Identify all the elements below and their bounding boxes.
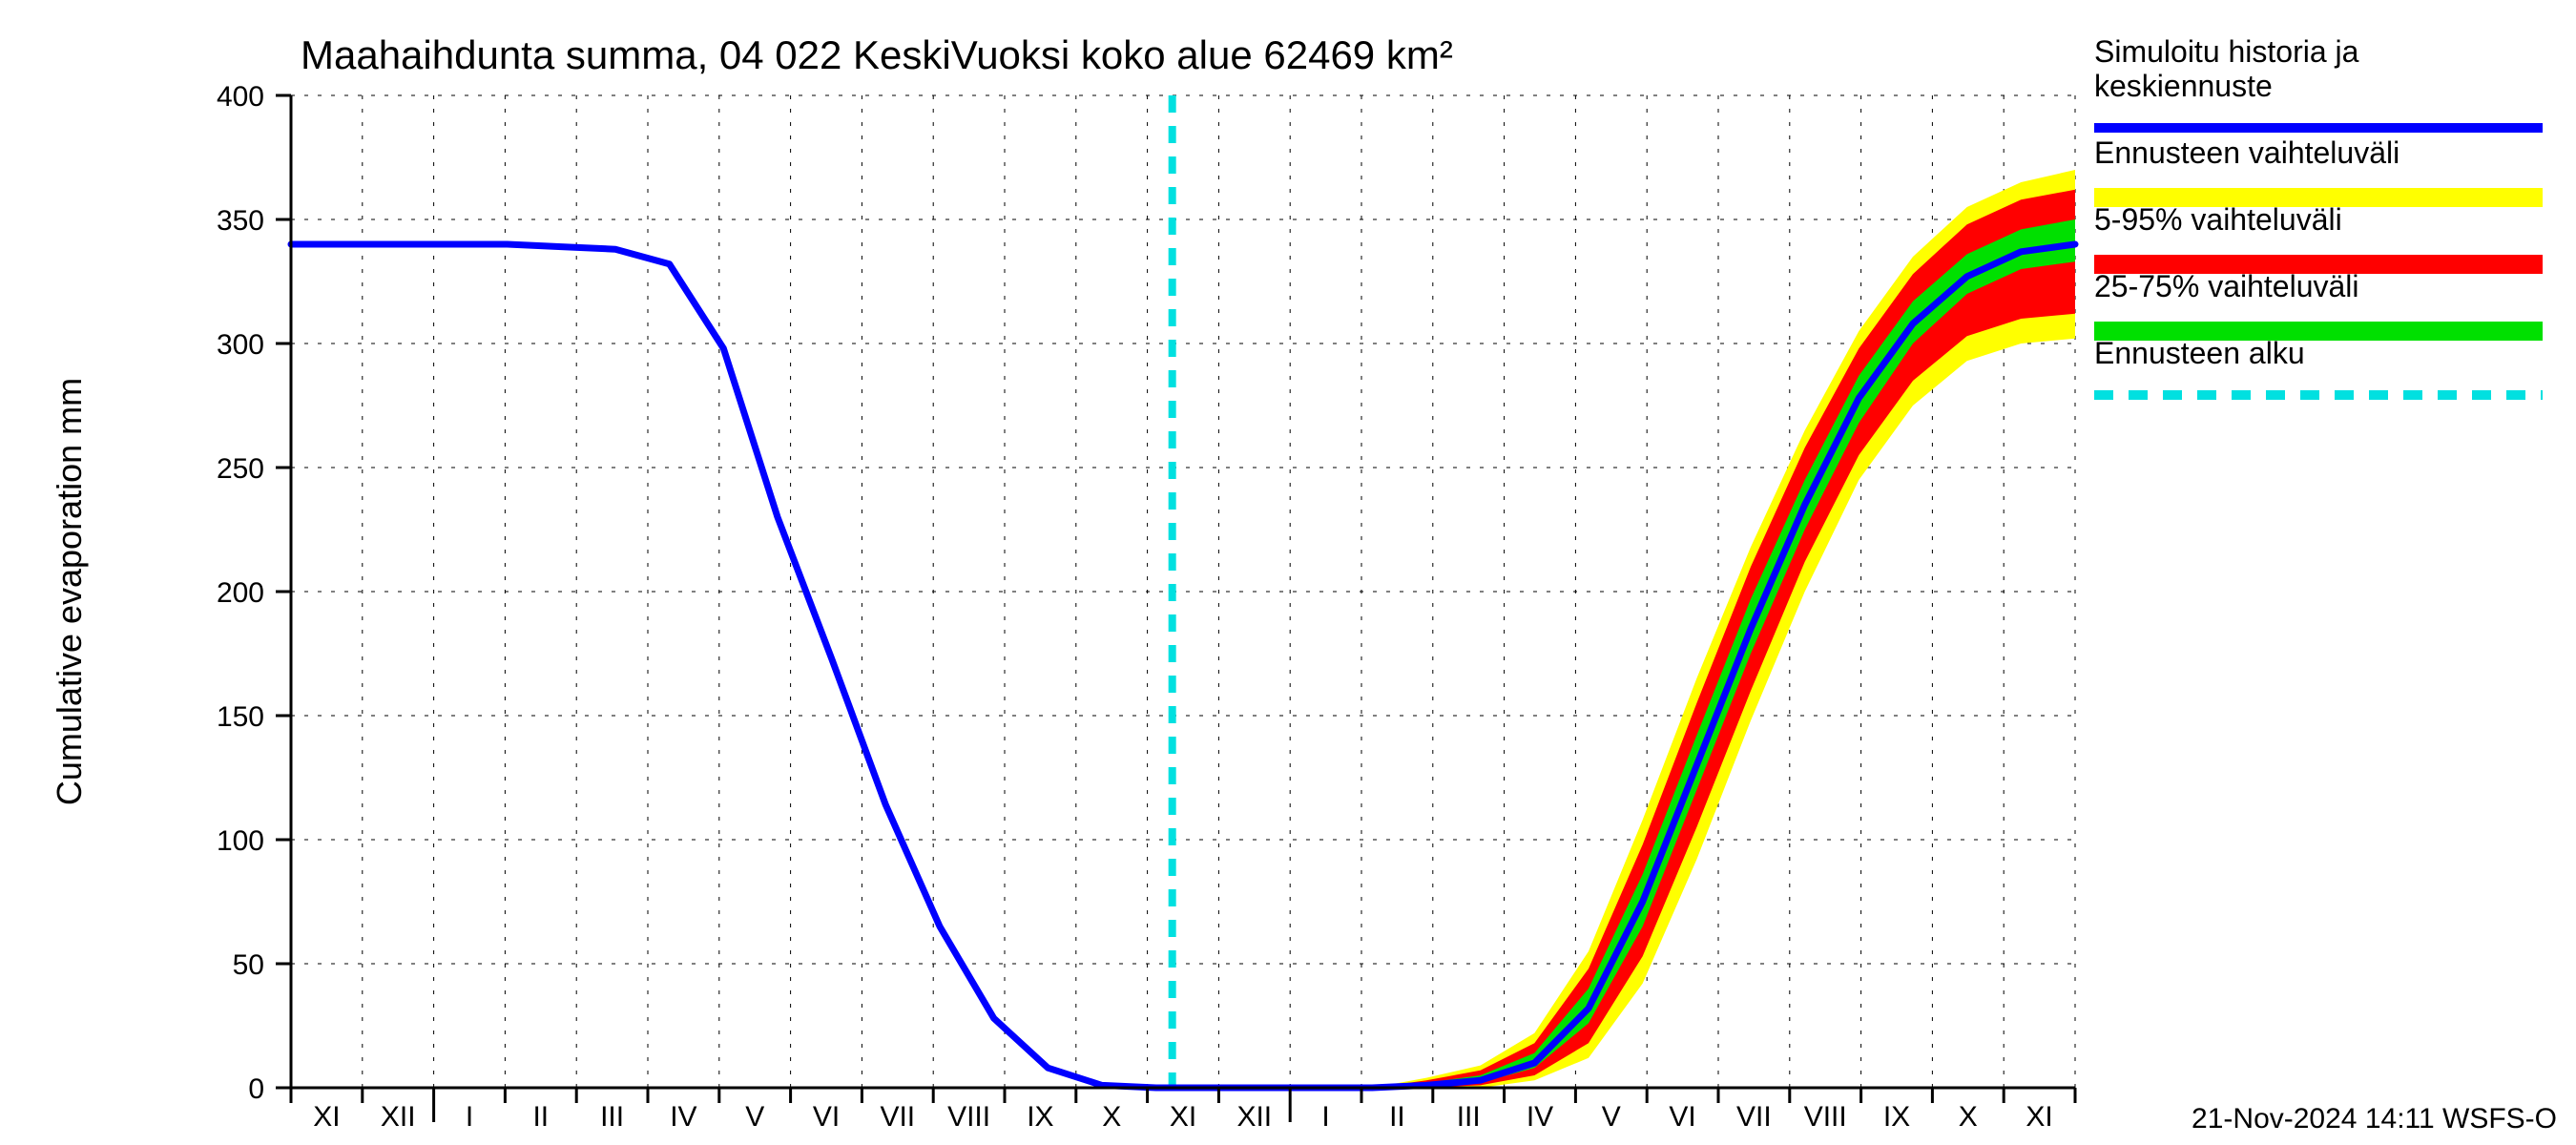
x-tick-label: I — [466, 1101, 473, 1133]
x-tick-label: VI — [813, 1101, 840, 1133]
y-axis-label: Cumulative evaporation mm — [50, 378, 89, 805]
chart-title: Maahaihdunta summa, 04 022 KeskiVuoksi k… — [301, 32, 1453, 77]
x-tick-label: II — [532, 1101, 549, 1133]
x-tick-label: IV — [1527, 1101, 1553, 1133]
x-tick-label: VI — [1669, 1101, 1695, 1133]
x-tick-label: II — [1389, 1101, 1405, 1133]
x-tick-label: III — [1457, 1101, 1481, 1133]
legend-label: Simuloitu historia ja — [2094, 34, 2359, 69]
y-tick-label: 100 — [217, 825, 264, 857]
x-tick-label: I — [1321, 1101, 1329, 1133]
chart-container: 050100150200250300350400XIXIIIIIIIIIVVVI… — [0, 0, 2576, 1145]
x-tick-label: IX — [1027, 1101, 1053, 1133]
y-tick-label: 250 — [217, 453, 264, 485]
x-tick-label: VII — [1736, 1101, 1772, 1133]
y-tick-label: 0 — [248, 1073, 264, 1105]
legend-label: keskiennuste — [2094, 69, 2273, 103]
x-year-label: 2024 — [402, 1141, 466, 1145]
x-tick-label: XI — [2025, 1101, 2052, 1133]
y-tick-label: 200 — [217, 577, 264, 609]
legend-label: 5-95% vaihteluväli — [2094, 202, 2342, 237]
x-tick-label: VIII — [947, 1101, 990, 1133]
chart-footer: 21-Nov-2024 14:11 WSFS-O — [2192, 1103, 2557, 1135]
x-tick-label: IX — [1883, 1101, 1910, 1133]
legend-label: Ennusteen alku — [2094, 336, 2305, 370]
y-tick-label: 300 — [217, 329, 264, 361]
x-year-label: 2025 — [1258, 1141, 1322, 1145]
x-tick-label: IV — [670, 1101, 696, 1133]
y-tick-label: 350 — [217, 205, 264, 237]
legend-label: 25-75% vaihteluväli — [2094, 269, 2359, 303]
x-tick-label: XI — [313, 1101, 340, 1133]
x-tick-label: III — [600, 1101, 624, 1133]
x-tick-label: XII — [1236, 1101, 1272, 1133]
x-tick-label: XII — [381, 1101, 416, 1133]
x-tick-label: XI — [1170, 1101, 1196, 1133]
y-tick-label: 400 — [217, 81, 264, 113]
y-tick-label: 50 — [233, 949, 264, 981]
x-tick-label: VIII — [1804, 1101, 1847, 1133]
chart-svg: 050100150200250300350400XIXIIIIIIIIIVVVI… — [0, 0, 2576, 1145]
y-tick-label: 150 — [217, 701, 264, 733]
x-tick-label: V — [1602, 1101, 1621, 1133]
x-tick-label: X — [1102, 1101, 1121, 1133]
x-tick-label: X — [1959, 1101, 1978, 1133]
x-tick-label: VII — [880, 1101, 915, 1133]
x-tick-label: V — [745, 1101, 764, 1133]
legend-label: Ennusteen vaihteluväli — [2094, 135, 2399, 170]
